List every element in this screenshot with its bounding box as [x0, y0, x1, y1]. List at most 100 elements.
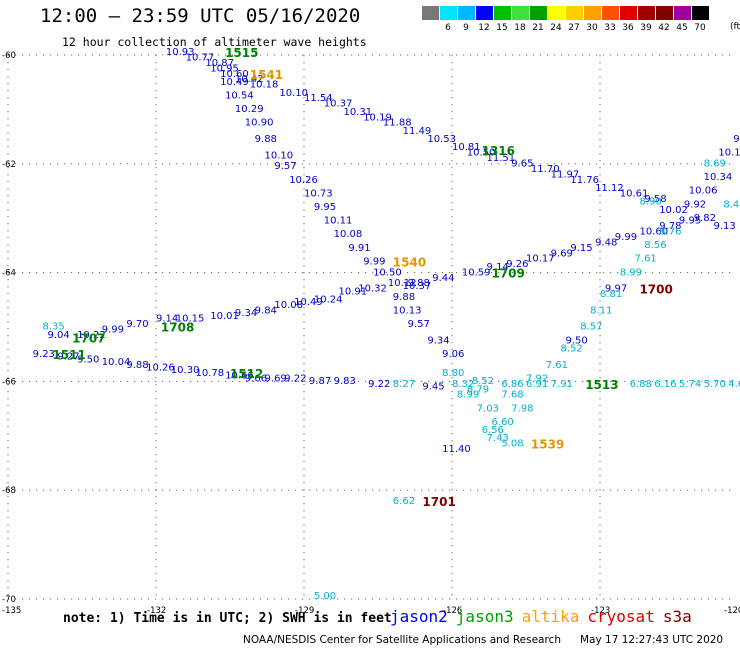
wave-height-value: 10.59 [462, 267, 491, 278]
wave-height-value: 8.57 [580, 322, 602, 333]
pass-time-label: 1707 [72, 332, 105, 346]
wave-height-value: 9.58 [644, 194, 666, 205]
wave-height-value: 9.45 [422, 382, 444, 393]
wave-height-value: 10.19 [363, 112, 392, 123]
wave-height-value: 7.68 [501, 390, 523, 401]
wave-height-value: 9.88 [126, 360, 148, 371]
latitude-label: -70 [2, 595, 16, 605]
wave-height-value: 9.34 [427, 335, 449, 346]
wave-height-value: 9.70 [126, 319, 148, 330]
wave-height-value: 6.60 [491, 417, 513, 428]
longitude-label: -132 [147, 606, 166, 616]
wave-height-value: 11.70 [531, 164, 560, 175]
wave-height-value: 8.35 [43, 322, 65, 333]
wave-height-value: 10.18 [250, 80, 279, 91]
wave-height-value: 10.91 [339, 286, 368, 297]
wave-height-value: 10.12 [388, 278, 417, 289]
graticule [7, 54, 731, 600]
wave-height-value: 11.12 [595, 183, 624, 194]
wave-height-value: 8.52 [561, 343, 583, 354]
wave-height-value: 9.50 [77, 354, 99, 365]
color-scale-unit: (ft) [730, 22, 740, 32]
wave-height-value: 10.60 [639, 227, 668, 238]
color-swatch [494, 6, 512, 20]
color-scale-label: 39 [640, 23, 652, 33]
wave-height-value: 9.48 [595, 237, 617, 248]
pass-time-label: 1541 [250, 68, 283, 82]
wave-height-value: 9.84 [255, 305, 277, 316]
wave-height-value: 10.49 [220, 77, 249, 88]
wave-height-value: 10.11 [324, 216, 353, 227]
graticule-labels: -60 -62 -64 -66 -68 -70-135 -132 -129 -126 -123 -1… [2, 51, 740, 616]
color-scale-label: 15 [496, 23, 508, 33]
color-scale-label: 70 [694, 23, 706, 33]
credit-line: NOAA/NESDIS Center for Satellite Applica… [243, 634, 561, 646]
wave-height-value: 10.87 [205, 58, 234, 69]
wave-height-value: 7.98 [511, 403, 533, 414]
wave-height-value: 6.62 [393, 496, 415, 507]
color-scale-label: 33 [604, 23, 616, 33]
wave-height-value: 10.01 [210, 311, 239, 322]
color-swatch [512, 6, 530, 20]
wave-height-value: 10.50 [467, 148, 496, 159]
color-scale-label: 6 [445, 23, 451, 33]
wave-height-value: 4.63 [728, 379, 740, 390]
wave-height-value: 10.53 [427, 134, 456, 145]
legend-entry-jason2: jason2 [390, 607, 448, 626]
wave-height-value: 9.27 [57, 352, 79, 363]
satellite-legend: jason2 jason3 altika cryosat s3a [390, 607, 700, 626]
wave-height-value: 9.99 [615, 232, 637, 243]
wave-height-value: 9.83 [334, 376, 356, 387]
color-swatch [476, 6, 494, 20]
wave-height-value: 9.69 [551, 248, 573, 259]
wave-height-value: 10.93 [166, 47, 195, 58]
pass-time-label: 1701 [422, 495, 455, 509]
wave-height-value: 10.78 [195, 368, 224, 379]
color-scale-label: 18 [514, 23, 526, 33]
wave-height-value: 9.78 [659, 221, 681, 232]
color-scale-label: 27 [568, 23, 580, 33]
color-swatch [566, 6, 584, 20]
wave-height-value: 9.66 [245, 373, 267, 384]
pass-time-label: 1539 [531, 438, 564, 452]
wave-height-value: 10.04 [102, 357, 131, 368]
wave-height-value: 10.06 [689, 186, 718, 197]
wave-height-value: 9.91 [348, 243, 370, 254]
pass-time-label: 1515 [225, 46, 258, 60]
wave-height-value: 11.97 [551, 169, 580, 180]
wave-height-value: 9.22 [368, 379, 390, 390]
wave-height-value: 8.99 [457, 390, 479, 401]
wave-height-value: 5.74 [679, 379, 701, 390]
color-swatch [602, 6, 620, 20]
pass-time-label: 1708 [161, 321, 194, 335]
wave-height-value: 10.08 [334, 229, 363, 240]
wave-height-value: 8.52 [472, 376, 494, 387]
wave-height-value: 9.14 [487, 262, 509, 273]
wave-height-value: 11.40 [442, 444, 471, 455]
wave-height-value: 7.43 [487, 433, 509, 444]
color-swatch [674, 6, 692, 20]
wave-height-value: 9.23 [33, 349, 55, 360]
wave-height-value: 10.34 [704, 172, 733, 183]
wave-height-value: 7.61 [546, 360, 568, 371]
wave-height-value: 10.37 [324, 99, 353, 110]
pass-time-labels: 1515 1541 1316 1540 1709 1700 1707 1708 1511 1512… [52, 46, 672, 509]
wave-height-value: 10.30 [171, 365, 200, 376]
wave-height-value: 9.34 [235, 308, 257, 319]
wave-height-value: 9.57 [274, 161, 296, 172]
longitude-label: -135 [2, 606, 21, 616]
wave-height-value: 8.27 [393, 379, 415, 390]
wave-height-value: 10.26 [146, 363, 175, 374]
wave-height-value: 10.60 [220, 69, 249, 80]
wave-height-value: 10.08 [274, 300, 303, 311]
wave-height-value: 6.88 [630, 379, 652, 390]
wave-height-value: 11.49 [403, 126, 432, 137]
color-swatch [530, 6, 548, 20]
wave-height-value: 8.76 [659, 227, 681, 238]
wave-height-value: 10.42 [235, 74, 264, 85]
wave-height-value: 10.17 [526, 254, 555, 265]
wave-height-value: 6.56 [482, 425, 504, 436]
pass-time-label: 1709 [491, 266, 524, 280]
map-title: 12:00 – 23:59 UTC 05/16/2020 [40, 5, 361, 27]
color-swatch [422, 6, 440, 20]
